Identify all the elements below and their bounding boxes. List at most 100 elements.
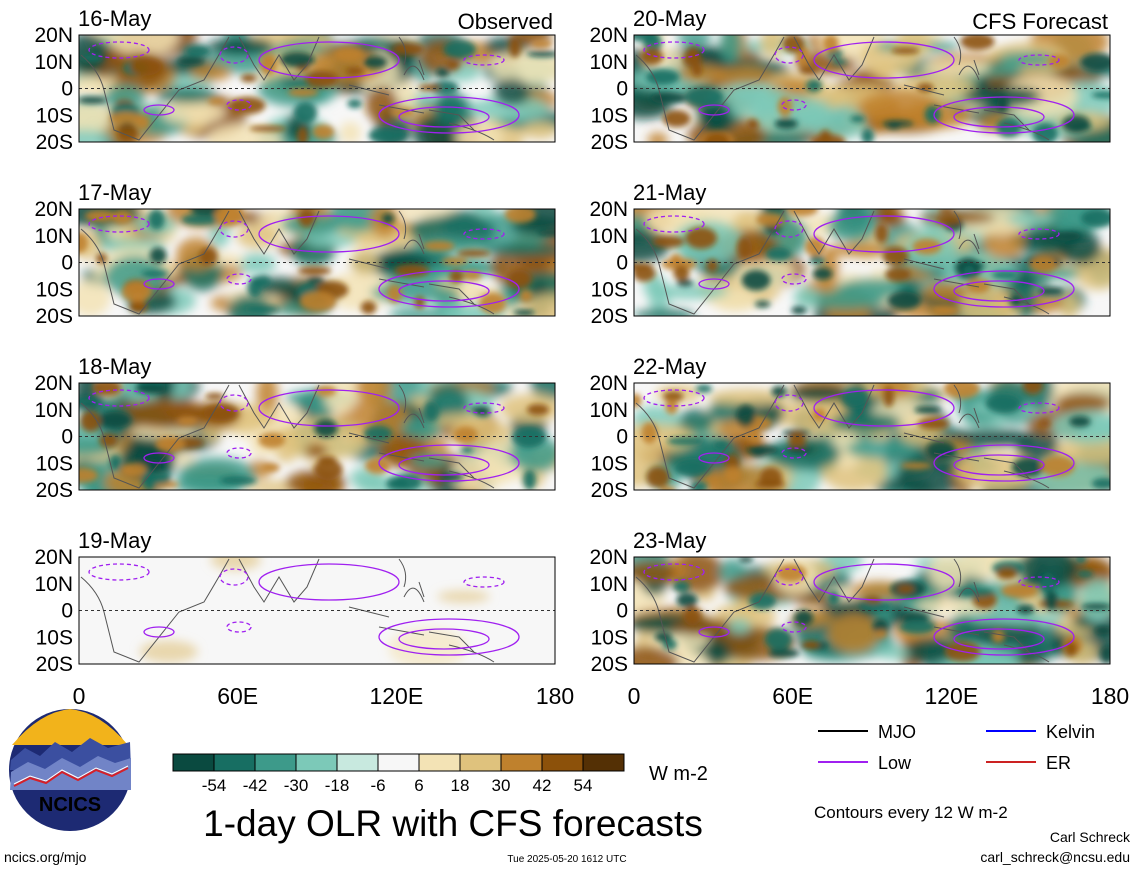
timestamp: Tue 2025-05-20 1612 UTC	[507, 854, 626, 865]
coastlines	[80, 558, 495, 663]
colorbar-swatch	[541, 753, 584, 772]
panel-date: 20-May	[633, 6, 706, 31]
legend: MJO Kelvin Low ER	[818, 722, 1095, 773]
map-panels: 20N 10N 0 10S 20S 16-May Observed 20N 10N 0 10S 20S…	[34, 6, 1111, 676]
y-tick-label: 10S	[591, 104, 628, 127]
panel-frame	[78, 208, 556, 317]
low-contours	[88, 41, 520, 134]
y-tick-label: 20N	[589, 372, 628, 395]
y-tick-label: 10N	[34, 399, 73, 422]
panel-date: 18-May	[78, 354, 151, 379]
y-tick-label: 10N	[34, 51, 73, 74]
y-tick-label: 20S	[591, 131, 628, 154]
y-tick-label: 20S	[36, 131, 73, 154]
panel-frame	[633, 34, 1111, 143]
bottom-x-axes: 0 60E 120E 180 0 60E 120E 180	[73, 683, 1130, 709]
y-tick-label: 0	[616, 426, 628, 449]
colorbar-tick-label: 54	[574, 776, 593, 795]
coastlines	[80, 36, 495, 141]
colorbar-tick-label: 6	[414, 776, 423, 795]
low-contours	[88, 563, 520, 656]
low-contours	[643, 563, 1075, 656]
colorbar-swatch	[254, 753, 297, 772]
x-tick-label: 120E	[369, 683, 423, 709]
figure-title: 1-day OLR with CFS forecasts	[203, 803, 703, 844]
low-contours	[88, 389, 520, 482]
x-tick-label: 0	[73, 683, 86, 709]
panel-frame	[78, 556, 556, 665]
y-tick-label: 20S	[36, 653, 73, 676]
y-tick-label: 20S	[36, 479, 73, 502]
y-tick-label: 10N	[34, 225, 73, 248]
y-tick-label: 10S	[591, 626, 628, 649]
map-panel-5: 20N 10N 0 10S 20S 20-May CFS Forecast	[589, 6, 1111, 154]
colorbar-swatch	[295, 753, 338, 772]
legend-label-er: ER	[1046, 753, 1071, 773]
map-panel-8: 20N 10N 0 10S 20S 23-May	[589, 528, 1111, 676]
x-tick-label: 60E	[772, 683, 813, 709]
colorbar-tick-label: -30	[284, 776, 309, 795]
y-tick-label: 0	[616, 252, 628, 275]
y-tick-label: 10N	[34, 573, 73, 596]
panel-frame	[78, 34, 556, 143]
y-tick-label: 20N	[34, 198, 73, 221]
panel-date: 19-May	[78, 528, 151, 553]
legend-label-low: Low	[878, 753, 912, 773]
panel-date: 17-May	[78, 180, 151, 205]
y-tick-label: 0	[61, 252, 73, 275]
colorbar-unit: W m-2	[649, 763, 708, 785]
y-tick-label: 20N	[589, 24, 628, 47]
colorbar-tick-label: 42	[533, 776, 552, 795]
y-tick-label: 20S	[36, 305, 73, 328]
y-tick-label: 20N	[34, 24, 73, 47]
map-panel-1: 20N 10N 0 10S 20S 16-May Observed	[34, 6, 556, 154]
y-tick-label: 10S	[36, 104, 73, 127]
colorbar-swatch	[459, 753, 502, 772]
panel-frame	[633, 208, 1111, 317]
olr-field	[634, 557, 1110, 664]
coastlines	[635, 384, 1050, 489]
low-contours	[88, 215, 520, 308]
map-panel-4: 20N 10N 0 10S 20S 19-May	[34, 528, 556, 676]
panel-frame	[633, 556, 1111, 665]
x-tick-label: 120E	[924, 683, 978, 709]
panel-frame	[633, 382, 1111, 491]
y-tick-label: 10S	[591, 278, 628, 301]
colorbar-swatch	[500, 753, 543, 772]
map-panel-2: 20N 10N 0 10S 20S 17-May	[34, 180, 556, 328]
y-tick-label: 10N	[589, 225, 628, 248]
low-contours	[643, 389, 1075, 482]
olr-field	[79, 35, 555, 142]
colorbar-swatch	[336, 753, 379, 772]
y-tick-label: 10N	[589, 51, 628, 74]
legend-label-kelvin: Kelvin	[1046, 722, 1095, 742]
y-tick-label: 10S	[591, 452, 628, 475]
map-panel-3: 20N 10N 0 10S 20S 18-May	[34, 354, 556, 502]
colorbar-swatch	[213, 753, 256, 772]
colorbar-tick-label: -18	[325, 776, 350, 795]
x-tick-label: 60E	[217, 683, 258, 709]
olr-field	[79, 209, 555, 316]
coastlines	[80, 210, 495, 315]
panel-date: 22-May	[633, 354, 706, 379]
panel-date: 21-May	[633, 180, 706, 205]
colorbar-swatch	[418, 753, 461, 772]
colorbar-swatch	[582, 753, 625, 772]
y-tick-label: 10N	[589, 573, 628, 596]
y-tick-label: 20N	[34, 546, 73, 569]
x-tick-label: 180	[536, 683, 574, 709]
panel-frame	[78, 382, 556, 491]
colorbar-swatch	[172, 753, 215, 772]
y-tick-label: 0	[61, 600, 73, 623]
x-tick-label: 0	[628, 683, 641, 709]
olr-field	[79, 383, 555, 490]
footer-url: ncics.org/mjo	[4, 849, 87, 865]
credit-name: Carl Schreck	[1050, 829, 1131, 845]
map-panel-7: 20N 10N 0 10S 20S 22-May	[589, 354, 1111, 502]
y-tick-label: 0	[61, 426, 73, 449]
y-tick-label: 20N	[34, 372, 73, 395]
y-tick-label: 0	[616, 600, 628, 623]
colorbar-tick-label: 30	[492, 776, 511, 795]
y-tick-label: 20S	[591, 305, 628, 328]
